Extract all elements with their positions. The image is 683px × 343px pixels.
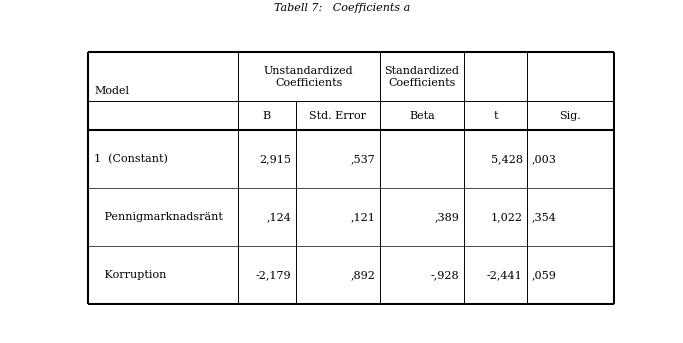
Text: ,389: ,389 <box>435 212 460 222</box>
Text: ,121: ,121 <box>350 212 376 222</box>
Text: 5,428: 5,428 <box>490 154 522 164</box>
Text: Model: Model <box>94 86 129 96</box>
Text: ,059: ,059 <box>531 270 556 280</box>
Text: Tabell 7:   Coefficients a: Tabell 7: Coefficients a <box>275 3 410 13</box>
Text: B: B <box>263 111 270 121</box>
Text: ,537: ,537 <box>351 154 376 164</box>
Text: Standardized
Coefficients: Standardized Coefficients <box>385 66 459 88</box>
Text: -,928: -,928 <box>431 270 460 280</box>
Text: Unstandardized
Coefficients: Unstandardized Coefficients <box>264 66 354 88</box>
Text: -2,179: -2,179 <box>256 270 292 280</box>
Text: t: t <box>493 111 498 121</box>
Text: Beta: Beta <box>409 111 434 121</box>
Text: ,124: ,124 <box>266 212 292 222</box>
Text: Sig.: Sig. <box>559 111 581 121</box>
Text: 2,915: 2,915 <box>260 154 292 164</box>
Text: Korruption: Korruption <box>94 270 167 280</box>
Text: 1,022: 1,022 <box>490 212 522 222</box>
Text: Std. Error: Std. Error <box>309 111 366 121</box>
Text: -2,441: -2,441 <box>487 270 522 280</box>
Text: Pennigmarknadsränt: Pennigmarknadsränt <box>94 212 223 222</box>
Text: ,003: ,003 <box>531 154 556 164</box>
Text: ,892: ,892 <box>350 270 376 280</box>
Text: ,354: ,354 <box>531 212 556 222</box>
Text: 1  (Constant): 1 (Constant) <box>94 154 168 164</box>
